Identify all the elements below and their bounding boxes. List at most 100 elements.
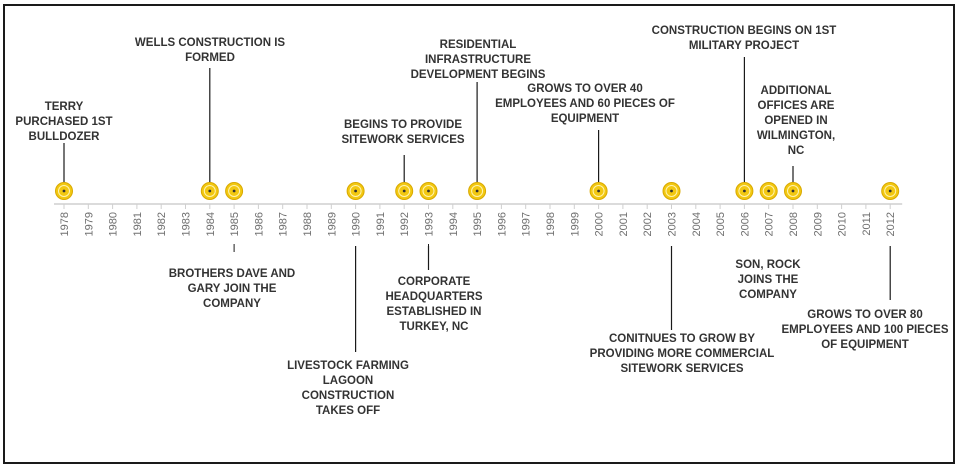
- event-label-1992: BEGINS TO PROVIDE SITEWORK SERVICES: [341, 119, 464, 146]
- event-marker-dot: [402, 189, 406, 193]
- event-label-line: TURKEY, NC: [399, 321, 468, 333]
- event-label-line: LAGOON: [323, 375, 373, 387]
- event-label-line: PURCHASED 1ST: [15, 116, 112, 128]
- event-label-line: COMPANY: [739, 289, 797, 301]
- year-label: 1994: [448, 212, 460, 236]
- year-label: 1996: [496, 212, 508, 236]
- event-label-line: COMPANY: [203, 298, 261, 310]
- year-label: 1997: [521, 212, 533, 236]
- year-label: 2003: [667, 212, 679, 236]
- year-label: 1981: [132, 212, 144, 236]
- event-marker-dot: [791, 189, 795, 193]
- event-marker-ring: [349, 185, 362, 197]
- event-label-line: MILITARY PROJECT: [689, 40, 799, 52]
- event-label-line: BEGINS TO PROVIDE: [344, 119, 462, 131]
- event-label-line: CONSTRUCTION: [302, 390, 395, 402]
- event-label-line: DEVELOPMENT BEGINS: [411, 69, 546, 81]
- event-label-line: BULLDOZER: [29, 131, 101, 143]
- year-label: 2000: [594, 212, 606, 236]
- event-marker-dot: [597, 189, 600, 193]
- year-label: 2008: [788, 212, 800, 236]
- year-label: 1983: [181, 212, 193, 236]
- event-label-line: OFFICES ARE: [758, 100, 835, 112]
- event-marker-ring: [471, 185, 484, 197]
- year-label: 2009: [812, 212, 824, 236]
- event-label-line: CONSTRUCTION BEGINS ON 1ST: [652, 25, 837, 37]
- year-label: 1998: [545, 212, 557, 236]
- year-label: 2007: [764, 212, 776, 236]
- year-label: 2002: [642, 212, 654, 236]
- event-marker-dot: [232, 189, 236, 193]
- event-marker-ring: [884, 185, 897, 197]
- year-label: 1987: [278, 212, 290, 236]
- year-label: 1980: [108, 212, 120, 236]
- event-label-2012: GROWS TO OVER 80 EMPLOYEES AND 100 PIECES…: [781, 309, 948, 351]
- year-label: 2012: [885, 212, 897, 236]
- event-marker-ring: [787, 185, 799, 197]
- year-label: 1992: [399, 212, 411, 236]
- event-label-1984: WELLS CONSTRUCTION IS FORMED: [135, 37, 285, 64]
- year-label: 1989: [326, 212, 338, 236]
- event-label-1985: BROTHERS DAVE AND GARY JOIN THE COMPANY: [169, 268, 296, 310]
- year-label: 1991: [375, 212, 387, 236]
- year-label: 1993: [424, 212, 436, 236]
- year-label: 1988: [302, 212, 314, 236]
- event-marker-ring: [738, 185, 751, 197]
- event-label-line: SITEWORK SERVICES: [620, 363, 743, 375]
- event-label-line: GARY JOIN THE: [188, 283, 277, 295]
- event-marker-ring: [203, 185, 216, 197]
- year-label: 1999: [569, 212, 581, 236]
- year-label: 2004: [691, 212, 703, 236]
- year-label: 2010: [837, 212, 849, 236]
- event-label-line: TERRY: [45, 101, 84, 113]
- year-label: 1984: [205, 212, 217, 236]
- event-marker-dot: [354, 189, 357, 193]
- event-label-line: JOINS THE: [738, 274, 799, 286]
- event-label-line: EMPLOYEES AND 100 PIECES: [781, 324, 948, 336]
- event-marker-dot: [208, 189, 212, 193]
- event-marker-dot: [743, 189, 746, 193]
- event-label-line: PROVIDING MORE COMMERCIAL: [590, 348, 775, 360]
- event-label-line: LIVESTOCK FARMING: [287, 360, 409, 372]
- event-label-1978: TERRY PURCHASED 1ST BULLDOZER: [15, 101, 112, 143]
- event-label-line: EMPLOYEES AND 60 PIECES OF: [495, 98, 675, 110]
- year-label: 1986: [253, 212, 265, 236]
- event-label-line: ADDITIONAL: [761, 85, 832, 97]
- event-label-1995: RESIDENTIAL INFRASTRUCTURE DEVELOPMENT BEG…: [411, 39, 546, 81]
- event-label-1993: CORPORATE HEADQUARTERS ESTABLISHED IN TURKE…: [385, 276, 482, 333]
- year-label: 1978: [59, 212, 71, 236]
- event-marker-ring: [592, 185, 605, 197]
- event-marker-ring: [665, 185, 678, 197]
- event-marker-dot: [670, 189, 673, 193]
- event-label-line: CONITNUES TO GROW BY: [609, 333, 755, 345]
- event-label-line: SITEWORK SERVICES: [341, 134, 464, 146]
- event-label-line: SON, ROCK: [735, 259, 801, 271]
- event-label-line: GROWS TO OVER 80: [807, 309, 922, 321]
- event-label-line: NC: [788, 145, 805, 157]
- event-label-line: OF EQUIPMENT: [821, 339, 909, 351]
- year-label: 1995: [472, 212, 484, 236]
- event-label-line: WELLS CONSTRUCTION IS: [135, 37, 285, 49]
- year-label: 2011: [861, 212, 873, 236]
- year-label: 2001: [618, 212, 630, 236]
- event-label-2008: ADDITIONAL OFFICES ARE OPENED IN WILMINGTON…: [757, 85, 835, 157]
- event-marker-dot: [427, 189, 430, 193]
- event-label-line: CORPORATE: [398, 276, 471, 288]
- event-label-line: RESIDENTIAL: [440, 39, 517, 51]
- event-label-2000: GROWS TO OVER 40 EMPLOYEES AND 60 PIECES …: [495, 83, 675, 125]
- event-marker-dot: [888, 189, 892, 193]
- year-label: 2006: [739, 212, 751, 236]
- event-marker-ring: [398, 185, 411, 197]
- event-label-line: TAKES OFF: [316, 405, 380, 417]
- event-label-line: EQUIPMENT: [551, 113, 619, 125]
- event-marker-ring: [422, 185, 435, 197]
- event-marker-ring: [228, 185, 241, 197]
- event-label-line: BROTHERS DAVE AND: [169, 268, 296, 280]
- event-label-2006: CONSTRUCTION BEGINS ON 1ST MILITARY PROJE…: [652, 25, 837, 52]
- year-label: 2005: [715, 212, 727, 236]
- event-marker-ring: [762, 185, 775, 197]
- timeline-frame: [3, 4, 955, 464]
- event-label-line: WILMINGTON,: [757, 130, 835, 142]
- event-marker-dot: [62, 189, 66, 193]
